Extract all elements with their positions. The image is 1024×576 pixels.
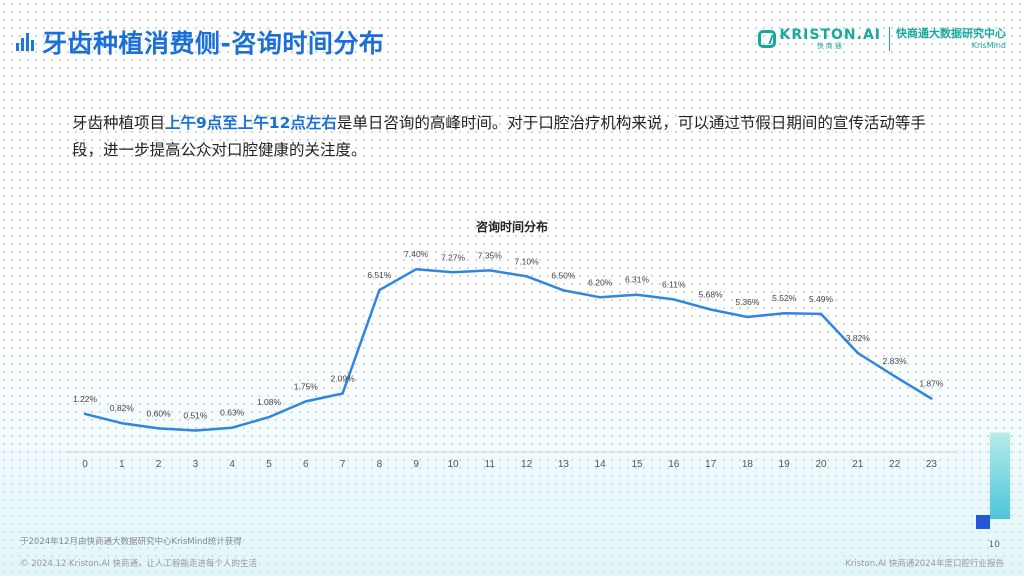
data-label: 7.10% [515,256,540,266]
data-point [893,374,896,378]
x-tick-label: 11 [485,459,496,470]
data-label: 5.68% [699,289,724,299]
x-tick-label: 10 [447,459,459,470]
x-tick-label: 17 [705,459,717,470]
x-tick-label: 13 [558,459,570,470]
footer-copyright: © 2024.12 Kriston.AI 快商通，让人工智能走进每个人的生活 [20,559,258,569]
data-point [525,275,528,278]
data-label: 1.08% [257,397,282,407]
data-point [157,427,160,430]
data-point [415,268,418,271]
data-point [635,293,639,296]
data-label: 6.20% [588,277,613,287]
data-label: 7.35% [478,250,503,260]
data-label: 5.49% [809,294,834,304]
data-point [562,289,565,292]
data-label: 1.87% [919,379,944,389]
data-point [451,271,455,274]
x-tick-label: 15 [631,459,643,470]
data-point [819,312,823,316]
data-label: 6.50% [551,270,576,280]
data-label: 0.63% [220,408,245,418]
x-tick-label: 16 [668,459,680,470]
data-point [783,312,786,315]
data-point [304,400,307,403]
data-point [856,351,859,355]
x-tick-label: 19 [779,459,791,470]
data-label: 5.36% [735,297,760,307]
logo-en-text: KrisMind [971,41,1006,50]
x-tick-label: 14 [595,459,607,470]
data-label: 7.40% [404,249,429,259]
series-line [84,267,933,432]
data-point [672,298,675,301]
bar-chart-icon [16,33,34,51]
data-label: 2.83% [883,356,908,366]
data-label: 6.11% [662,279,686,289]
data-label: 0.82% [110,403,135,413]
data-label: 1.75% [294,381,319,391]
data-label: 3.82% [846,333,871,343]
x-tick-label: 8 [377,459,383,470]
x-tick-label: 7 [340,459,346,470]
kriston-logo-icon [757,30,776,48]
x-tick-label: 20 [815,459,827,470]
data-label: 0.60% [147,408,172,418]
x-tick-label: 3 [193,459,199,470]
data-label: 0.51% [183,410,208,420]
x-tick-label: 1 [119,459,125,470]
data-point [488,269,491,272]
data-point [341,392,344,395]
decorative-corner [976,515,990,529]
footer-report-name: Kriston.AI 快商通2024年度口腔行业报告 [845,559,1004,569]
brand-logo: KRISTON.AI 快商通 快商通大数据研究中心 KrisMind [757,26,1006,51]
description-prefix: 牙齿种植项目 [72,114,166,132]
logo-name: KRISTON.AI [779,26,881,43]
description-suffix: 是单日咨询的高峰时间。对于口腔治疗机构来说，可以通过节假日期间的宣传活动等手段，… [72,114,926,159]
data-point [120,422,124,425]
x-tick-label: 0 [82,459,88,470]
data-label: 2.09% [331,373,356,383]
data-label: 6.51% [367,270,392,280]
x-tick-label: 2 [156,459,162,470]
logo-cn-text: 快商通大数据研究中心 [896,27,1006,40]
x-tick-label: 5 [266,459,272,470]
x-tick-label: 12 [521,459,533,470]
data-source-note: 于2024年12月由快商通大数据研究中心KrisMind统计获得 [20,537,242,547]
page-title: 牙齿种植消费侧-咨询时间分布 [42,29,385,58]
x-tick-label: 18 [742,459,754,470]
logo-divider [889,27,890,51]
data-point [194,429,197,432]
x-tick-label: 6 [303,459,309,470]
chart-title: 咨询时间分布 [475,220,548,234]
page-number: 10 [988,540,1000,550]
data-point [378,288,381,292]
data-label: 7.27% [441,252,466,262]
data-point [746,315,749,319]
description-highlight: 上午9点至上午12点左右 [165,114,337,132]
data-point [930,397,933,400]
x-tick-label: 4 [229,459,235,470]
data-point [599,296,602,299]
data-point [83,412,87,416]
x-tick-label: 9 [413,459,419,470]
page-header: 牙齿种植消费侧-咨询时间分布 [16,24,384,60]
data-point [709,308,712,311]
data-label: 1.22% [73,394,98,404]
description-text: 牙齿种植项目上午9点至上午12点左右是单日咨询的高峰时间。对于口腔治疗机构来说，… [72,110,932,164]
data-label: 5.52% [772,293,797,303]
x-tick-label: 22 [889,459,901,470]
x-tick-label: 23 [926,459,938,470]
data-point [231,426,234,429]
x-tick-label: 21 [852,459,864,470]
data-label: 6.31% [625,275,650,285]
data-point [267,415,271,419]
decorative-block [989,432,1011,520]
logo-sub: 快商通 [816,41,844,50]
